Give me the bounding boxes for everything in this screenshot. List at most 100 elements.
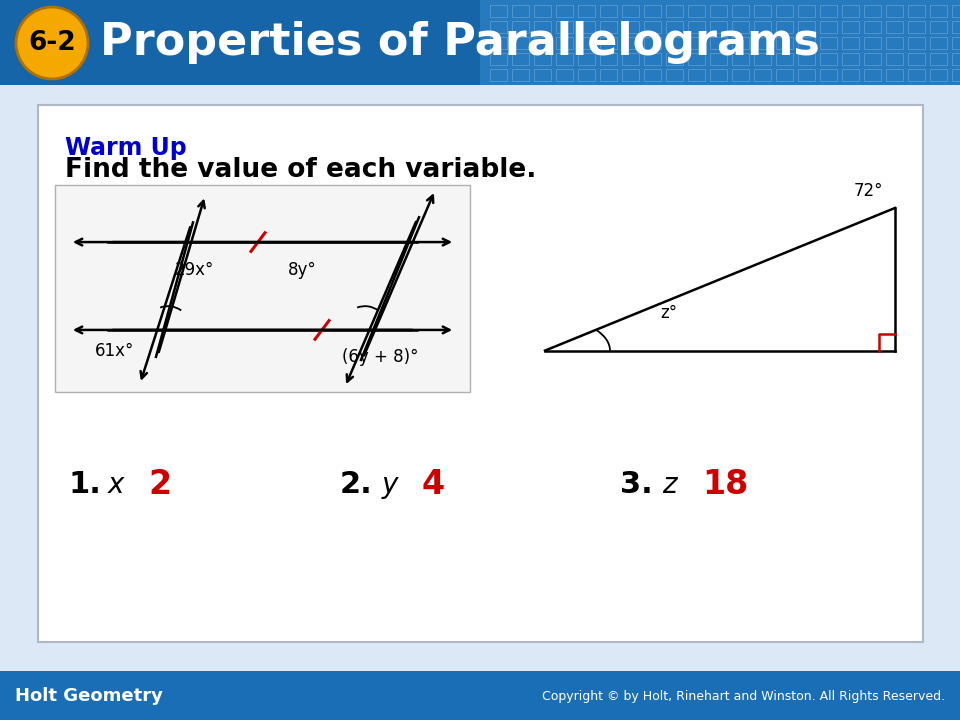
Bar — [776, 53, 793, 65]
Bar — [732, 21, 749, 33]
Bar — [908, 5, 925, 17]
Bar — [754, 5, 771, 17]
Bar — [666, 53, 683, 65]
Bar — [908, 21, 925, 33]
Bar — [644, 37, 661, 49]
Bar — [644, 5, 661, 17]
Bar — [622, 53, 639, 65]
Bar — [622, 21, 639, 33]
Text: Properties of Parallelograms: Properties of Parallelograms — [100, 22, 820, 65]
Bar — [688, 53, 705, 65]
Bar — [930, 69, 947, 81]
Bar — [490, 21, 507, 33]
Bar — [864, 5, 881, 17]
Bar — [930, 5, 947, 17]
Bar — [622, 69, 639, 81]
Bar — [754, 37, 771, 49]
Bar — [952, 21, 960, 33]
Bar — [864, 53, 881, 65]
Bar — [644, 69, 661, 81]
Bar — [886, 37, 903, 49]
Bar — [644, 53, 661, 65]
Bar — [644, 21, 661, 33]
Bar — [930, 37, 947, 49]
Text: 72°: 72° — [853, 181, 883, 199]
Text: 2.: 2. — [340, 470, 372, 500]
Bar — [886, 21, 903, 33]
Bar — [864, 21, 881, 33]
FancyBboxPatch shape — [38, 104, 923, 642]
Bar — [710, 5, 727, 17]
Bar — [512, 69, 529, 81]
Bar — [534, 69, 551, 81]
Bar — [666, 5, 683, 17]
Bar — [798, 21, 815, 33]
Bar — [490, 53, 507, 65]
Bar — [754, 69, 771, 81]
Text: 4: 4 — [422, 469, 445, 502]
Bar — [578, 37, 595, 49]
Text: 18: 18 — [702, 469, 749, 502]
Text: 1.: 1. — [68, 470, 101, 500]
Bar — [578, 5, 595, 17]
Bar — [776, 21, 793, 33]
Bar — [776, 69, 793, 81]
Text: Copyright © by Holt, Rinehart and Winston. All Rights Reserved.: Copyright © by Holt, Rinehart and Winsto… — [541, 690, 945, 703]
Bar — [732, 69, 749, 81]
Bar — [820, 53, 837, 65]
Bar — [820, 21, 837, 33]
Bar — [534, 5, 551, 17]
Bar — [842, 53, 859, 65]
Bar — [600, 53, 617, 65]
Bar — [688, 37, 705, 49]
Bar — [842, 37, 859, 49]
Bar — [886, 69, 903, 81]
Bar — [600, 5, 617, 17]
Bar — [754, 21, 771, 33]
Bar — [556, 21, 573, 33]
Bar — [666, 21, 683, 33]
Bar — [732, 53, 749, 65]
Text: Find the value of each variable.: Find the value of each variable. — [65, 157, 537, 184]
Text: 6-2: 6-2 — [28, 30, 76, 56]
Bar — [842, 5, 859, 17]
Bar — [798, 37, 815, 49]
Bar — [842, 21, 859, 33]
Bar — [820, 69, 837, 81]
Bar — [534, 37, 551, 49]
Text: x: x — [108, 471, 125, 499]
Bar — [490, 69, 507, 81]
Text: z°: z° — [660, 304, 677, 322]
Bar — [930, 21, 947, 33]
Bar — [556, 69, 573, 81]
Bar — [556, 5, 573, 17]
Bar — [798, 5, 815, 17]
Bar — [534, 53, 551, 65]
Bar — [776, 37, 793, 49]
Text: y: y — [382, 471, 398, 499]
Bar — [666, 37, 683, 49]
Bar — [820, 37, 837, 49]
Bar — [798, 69, 815, 81]
Bar — [864, 69, 881, 81]
Bar — [600, 21, 617, 33]
Bar — [952, 37, 960, 49]
Text: 2: 2 — [148, 469, 171, 502]
FancyBboxPatch shape — [55, 185, 470, 392]
Bar — [622, 37, 639, 49]
Text: 61x°: 61x° — [95, 341, 134, 359]
Bar — [886, 53, 903, 65]
Bar — [952, 69, 960, 81]
Bar — [490, 37, 507, 49]
Bar — [512, 53, 529, 65]
Bar — [490, 5, 507, 17]
Bar — [622, 5, 639, 17]
Bar — [512, 21, 529, 33]
Bar — [710, 37, 727, 49]
Bar — [512, 5, 529, 17]
Text: 8y°: 8y° — [288, 261, 317, 279]
Text: Holt Geometry: Holt Geometry — [15, 687, 163, 705]
Text: z: z — [662, 471, 677, 499]
Text: 3.: 3. — [620, 470, 653, 500]
Circle shape — [16, 7, 88, 79]
